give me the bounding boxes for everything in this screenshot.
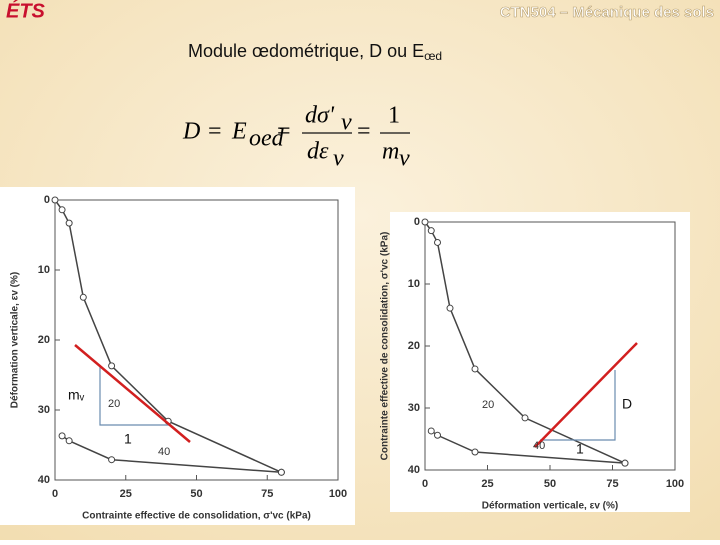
annotation: 40 <box>158 446 170 458</box>
x-tick-label: 100 <box>329 488 347 500</box>
y-tick-label: 10 <box>38 264 50 276</box>
x-axis-label: Déformation verticale, εv (%) <box>482 501 618 512</box>
formula-text: dσ' <box>305 103 335 129</box>
y-tick-label: 0 <box>414 216 420 228</box>
point <box>108 456 116 464</box>
formula-text: = <box>208 119 222 145</box>
formula-text: v <box>399 146 410 172</box>
point <box>108 362 116 370</box>
formula-text: oed <box>249 126 285 152</box>
y-tick-label: 40 <box>408 464 420 476</box>
annotation: 40 <box>533 440 545 452</box>
guide <box>99 365 170 426</box>
formula-text: v <box>341 110 352 136</box>
formula-text: 1 <box>388 103 400 129</box>
formula: D = E oed = dσ' v dε v = 1 m v <box>182 103 410 172</box>
annotation: 1 <box>124 431 132 447</box>
formula-text: dε <box>307 139 329 165</box>
guide <box>540 370 616 441</box>
point <box>79 293 87 301</box>
formula-text: E <box>231 119 247 145</box>
formula-text: = <box>277 119 291 145</box>
x-tick-label: 100 <box>666 478 684 490</box>
curve <box>61 435 282 474</box>
point <box>621 459 629 467</box>
x-tick-label: 75 <box>606 478 618 490</box>
logo: ÉTS <box>6 0 46 22</box>
x-axis-label: Contrainte effective de consolidation, σ… <box>82 511 311 522</box>
x-tick-label: 0 <box>52 488 58 500</box>
annotation: 20 <box>108 398 120 410</box>
slide-title: Module œdométrique, D ou Eœd <box>188 41 442 63</box>
point <box>65 437 73 445</box>
y-tick-label: 40 <box>38 474 50 486</box>
y-tick-label: 30 <box>38 404 50 416</box>
chart-panel <box>390 212 690 512</box>
tangent-line <box>534 342 638 448</box>
y-axis-label: Contrainte effective de consolidation, σ… <box>380 232 391 461</box>
annotation: 1 <box>576 441 584 457</box>
point <box>427 227 435 235</box>
formula-text: D <box>182 119 200 145</box>
y-tick-label: 0 <box>44 194 50 206</box>
point <box>471 365 479 373</box>
y-tick-label: 20 <box>408 340 420 352</box>
x-tick-label: 0 <box>422 478 428 490</box>
formula-text: v <box>333 146 344 172</box>
x-tick-label: 75 <box>261 488 273 500</box>
y-tick-label: 10 <box>408 278 420 290</box>
x-tick-label: 25 <box>481 478 493 490</box>
point <box>421 218 429 226</box>
curve <box>430 430 626 464</box>
y-axis-label: Déformation verticale, εv (%) <box>10 272 21 408</box>
x-tick-label: 50 <box>190 488 202 500</box>
point <box>51 196 59 204</box>
course-header: CTN504 – Mécanique des sols <box>500 4 714 21</box>
annotation: D <box>622 396 632 412</box>
formula-text: m <box>382 139 399 165</box>
x-tick-label: 25 <box>120 488 132 500</box>
formula-text: = <box>357 119 371 145</box>
y-tick-label: 20 <box>38 334 50 346</box>
point <box>65 219 73 227</box>
point <box>277 468 285 476</box>
point <box>58 432 66 440</box>
chart-panel <box>0 187 355 525</box>
point <box>434 238 441 246</box>
y-tick-label: 30 <box>408 402 420 414</box>
tangent-line <box>74 344 191 443</box>
x-tick-label: 50 <box>544 478 556 490</box>
annotation: mᵥ <box>68 387 85 403</box>
point <box>58 206 66 214</box>
point <box>521 414 529 422</box>
annotation: 20 <box>482 399 494 411</box>
point <box>434 431 441 439</box>
point <box>427 427 435 435</box>
point <box>471 448 479 456</box>
point <box>446 304 454 312</box>
